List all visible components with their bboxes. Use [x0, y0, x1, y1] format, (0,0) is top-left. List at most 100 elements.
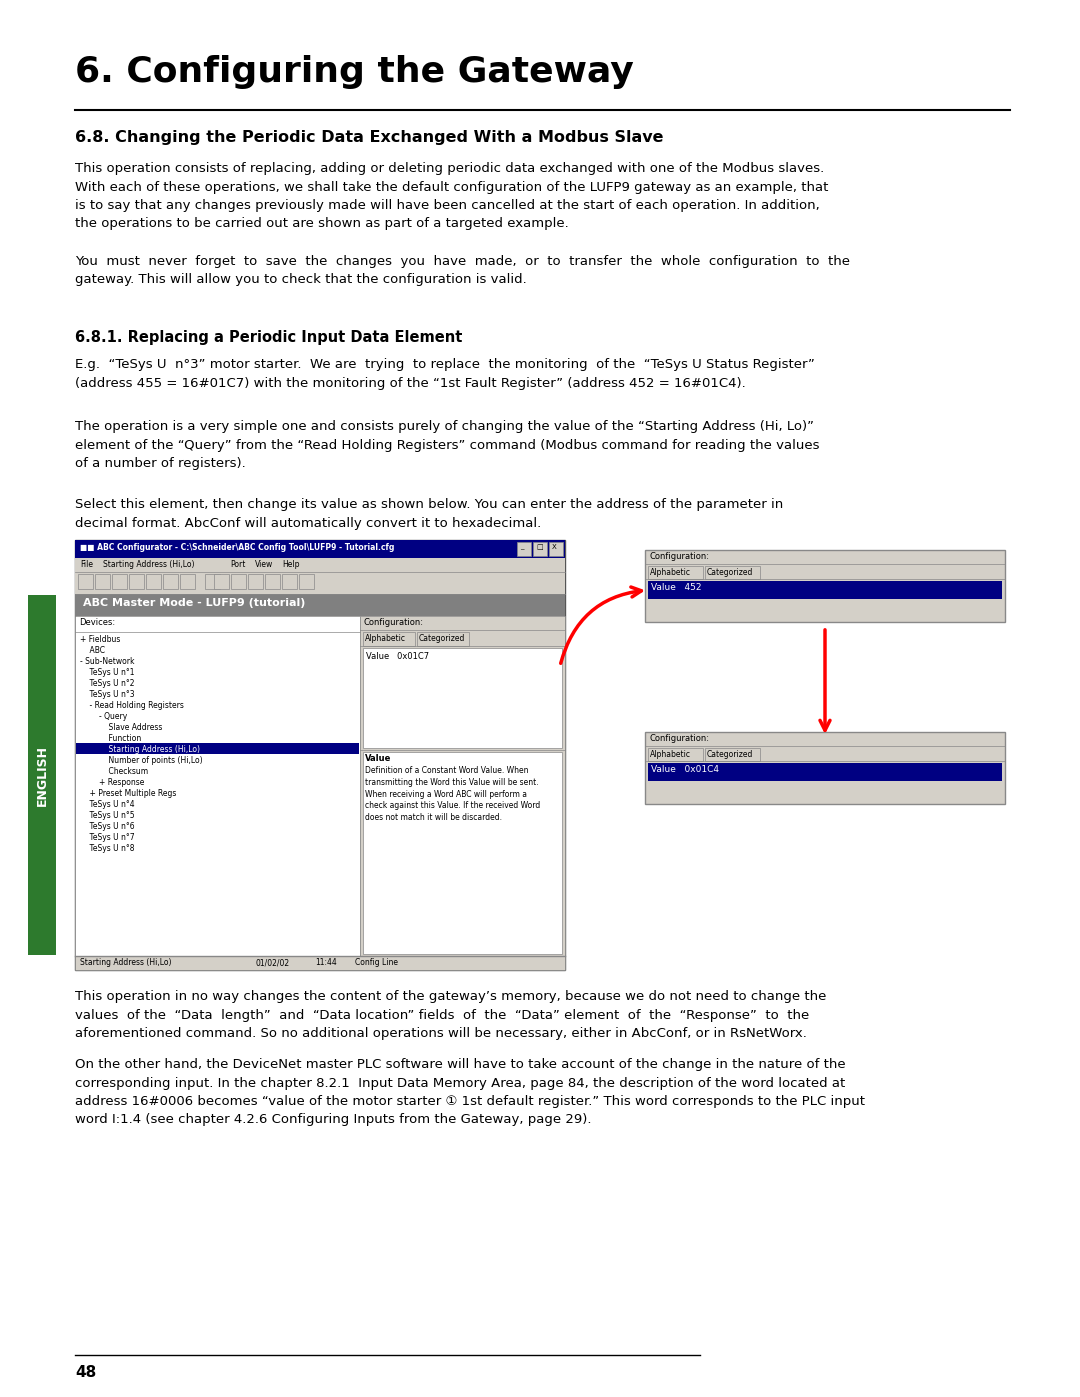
- Text: The operation is a very simple one and consists purely of changing the value of : The operation is a very simple one and c…: [75, 420, 820, 469]
- Text: File: File: [80, 560, 93, 569]
- Text: TeSys U n°5: TeSys U n°5: [80, 812, 135, 820]
- Text: Value   452: Value 452: [651, 583, 702, 592]
- Text: Alphabetic: Alphabetic: [650, 750, 691, 759]
- Bar: [645, 550, 1005, 622]
- Bar: [75, 571, 565, 594]
- Bar: [75, 616, 360, 956]
- Bar: [360, 616, 565, 956]
- Text: You  must  never  forget  to  save  the  changes  you  have  made,  or  to  tran: You must never forget to save the change…: [75, 256, 850, 286]
- Bar: [549, 542, 563, 556]
- Text: Alphabetic: Alphabetic: [650, 569, 691, 577]
- Bar: [417, 631, 469, 645]
- Text: Help: Help: [282, 560, 299, 569]
- Text: □: □: [536, 543, 542, 550]
- Text: E.g.  “TeSys U  n°3” motor starter.  We are  trying  to replace  the monitoring : E.g. “TeSys U n°3” motor starter. We are…: [75, 358, 815, 390]
- Text: 11:44: 11:44: [315, 958, 337, 967]
- Text: 6.8.1. Replacing a Periodic Input Data Element: 6.8.1. Replacing a Periodic Input Data E…: [75, 330, 462, 345]
- Text: TeSys U n°4: TeSys U n°4: [80, 800, 135, 809]
- Bar: [248, 574, 264, 590]
- Bar: [75, 541, 565, 970]
- Text: 48: 48: [75, 1365, 96, 1380]
- Bar: [129, 574, 144, 590]
- Bar: [265, 574, 280, 590]
- Text: Starting Address (Hi,Lo): Starting Address (Hi,Lo): [80, 958, 172, 967]
- Bar: [78, 574, 93, 590]
- Text: + Response: + Response: [80, 778, 145, 787]
- Bar: [231, 574, 246, 590]
- Bar: [75, 956, 565, 970]
- Bar: [299, 574, 314, 590]
- Text: Port: Port: [230, 560, 245, 569]
- Bar: [163, 574, 178, 590]
- Text: Checksum: Checksum: [80, 767, 148, 775]
- Bar: [112, 574, 127, 590]
- Text: 6. Configuring the Gateway: 6. Configuring the Gateway: [75, 54, 634, 89]
- Text: TeSys U n°3: TeSys U n°3: [80, 690, 135, 698]
- Text: Categorized: Categorized: [419, 634, 465, 643]
- Text: TeSys U n°2: TeSys U n°2: [80, 679, 135, 687]
- Bar: [205, 574, 220, 590]
- Bar: [517, 542, 531, 556]
- Bar: [363, 648, 562, 747]
- Text: - Query: - Query: [80, 712, 127, 721]
- Text: TeSys U n°8: TeSys U n°8: [80, 844, 135, 854]
- Bar: [28, 595, 56, 956]
- Bar: [282, 574, 297, 590]
- Bar: [705, 566, 760, 578]
- Text: On the other hand, the DeviceNet master PLC software will have to take account o: On the other hand, the DeviceNet master …: [75, 1058, 865, 1126]
- Text: + Preset Multiple Regs: + Preset Multiple Regs: [80, 789, 176, 798]
- Text: Config Line: Config Line: [355, 958, 399, 967]
- Text: This operation consists of replacing, adding or deleting periodic data exchanged: This operation consists of replacing, ad…: [75, 162, 828, 231]
- Text: ENGLISH: ENGLISH: [36, 745, 49, 806]
- Bar: [75, 541, 565, 557]
- Bar: [648, 581, 1002, 599]
- Text: + Fieldbus: + Fieldbus: [80, 636, 120, 644]
- Text: 01/02/02: 01/02/02: [255, 958, 289, 967]
- Text: Value   0x01C4: Value 0x01C4: [651, 766, 719, 774]
- Bar: [534, 542, 546, 556]
- Bar: [146, 574, 161, 590]
- Bar: [645, 732, 1005, 805]
- Bar: [76, 743, 359, 754]
- Text: TeSys U n°7: TeSys U n°7: [80, 833, 135, 842]
- Text: X: X: [552, 543, 557, 550]
- Text: 6.8. Changing the Periodic Data Exchanged With a Modbus Slave: 6.8. Changing the Periodic Data Exchange…: [75, 130, 663, 145]
- Bar: [363, 631, 415, 645]
- Text: TeSys U n°1: TeSys U n°1: [80, 668, 135, 678]
- Text: Configuration:: Configuration:: [649, 733, 708, 743]
- Bar: [75, 594, 565, 616]
- Text: Categorized: Categorized: [707, 569, 754, 577]
- Bar: [648, 566, 703, 578]
- Text: Number of points (Hi,Lo): Number of points (Hi,Lo): [80, 756, 203, 766]
- Text: Value: Value: [365, 754, 391, 763]
- Text: Alphabetic: Alphabetic: [365, 634, 406, 643]
- Text: Configuration:: Configuration:: [364, 617, 424, 627]
- Text: Definition of a Constant Word Value. When
transmitting the Word this Value will : Definition of a Constant Word Value. Whe…: [365, 766, 540, 823]
- Text: Value   0x01C7: Value 0x01C7: [366, 652, 429, 661]
- Bar: [180, 574, 195, 590]
- Text: TeSys U n°6: TeSys U n°6: [80, 821, 135, 831]
- Bar: [75, 557, 565, 571]
- Text: Starting Address (Hi,Lo): Starting Address (Hi,Lo): [103, 560, 194, 569]
- Text: Slave Address: Slave Address: [80, 724, 162, 732]
- Text: ABC Master Mode - LUFP9 (tutorial): ABC Master Mode - LUFP9 (tutorial): [83, 598, 306, 608]
- Text: _: _: [519, 543, 524, 550]
- Text: Starting Address (Hi,Lo): Starting Address (Hi,Lo): [80, 745, 200, 754]
- Text: - Sub-Network: - Sub-Network: [80, 657, 135, 666]
- Text: This operation in no way changes the content of the gateway’s memory, because we: This operation in no way changes the con…: [75, 990, 826, 1039]
- Bar: [648, 747, 703, 761]
- Text: Devices:: Devices:: [79, 617, 116, 627]
- Text: View: View: [255, 560, 273, 569]
- Bar: [648, 763, 1002, 781]
- Text: ABC: ABC: [80, 645, 105, 655]
- Bar: [705, 747, 760, 761]
- Bar: [95, 574, 110, 590]
- Text: Configuration:: Configuration:: [649, 552, 708, 562]
- Bar: [363, 752, 562, 954]
- Text: Function: Function: [80, 733, 141, 743]
- Text: ■■ ABC Configurator - C:\Schneider\ABC Config Tool\LUFP9 - Tutorial.cfg: ■■ ABC Configurator - C:\Schneider\ABC C…: [80, 543, 394, 552]
- Text: Categorized: Categorized: [707, 750, 754, 759]
- Bar: [214, 574, 229, 590]
- Text: Select this element, then change its value as shown below. You can enter the add: Select this element, then change its val…: [75, 497, 783, 529]
- Text: - Read Holding Registers: - Read Holding Registers: [80, 701, 184, 710]
